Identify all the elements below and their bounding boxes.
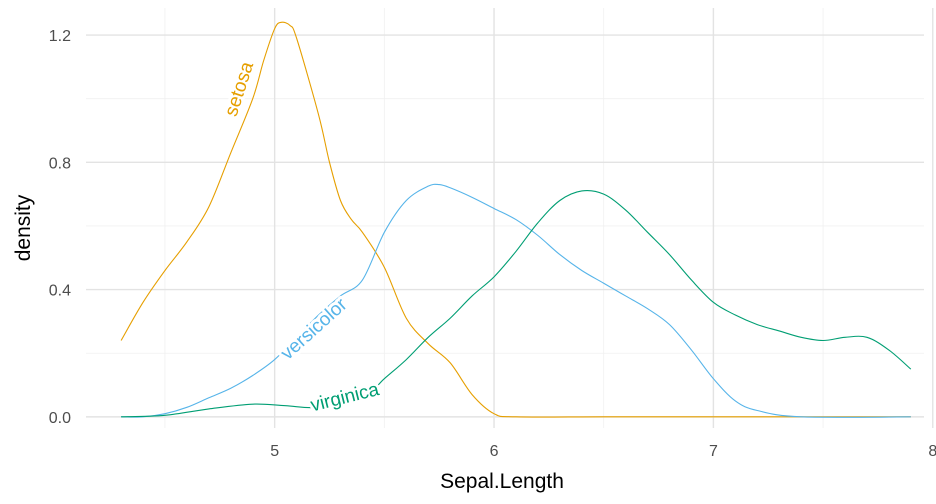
x-tick-label: 8	[928, 443, 936, 460]
x-tick-label: 5	[270, 443, 279, 460]
series-line-versicolor	[121, 183, 911, 418]
series-label-virginica: virginica	[309, 379, 382, 416]
x-tick-label: 7	[709, 443, 718, 460]
x-axis-title: Sepal.Length	[440, 470, 564, 493]
y-tick-label: 0.4	[49, 283, 71, 300]
series-line-setosa	[120, 21, 911, 418]
density-curves	[120, 21, 912, 418]
minor-gridlines	[86, 8, 924, 428]
tick-labels: 5 6 7 8 0.0 0.4 0.8 1.2	[49, 28, 936, 460]
y-tick-label: 1.2	[49, 28, 71, 45]
x-tick-label: 6	[490, 443, 499, 460]
series-label-versicolor: versicolor	[277, 294, 352, 364]
y-tick-label: 0.8	[49, 155, 71, 172]
major-gridlines	[86, 8, 934, 428]
series-line-virginica	[121, 190, 912, 418]
curve-labels: setosa versicolor virginica	[218, 56, 385, 420]
series-label-setosa: setosa	[221, 59, 258, 119]
y-tick-label: 0.0	[49, 410, 71, 427]
y-axis-title: density	[12, 194, 35, 261]
